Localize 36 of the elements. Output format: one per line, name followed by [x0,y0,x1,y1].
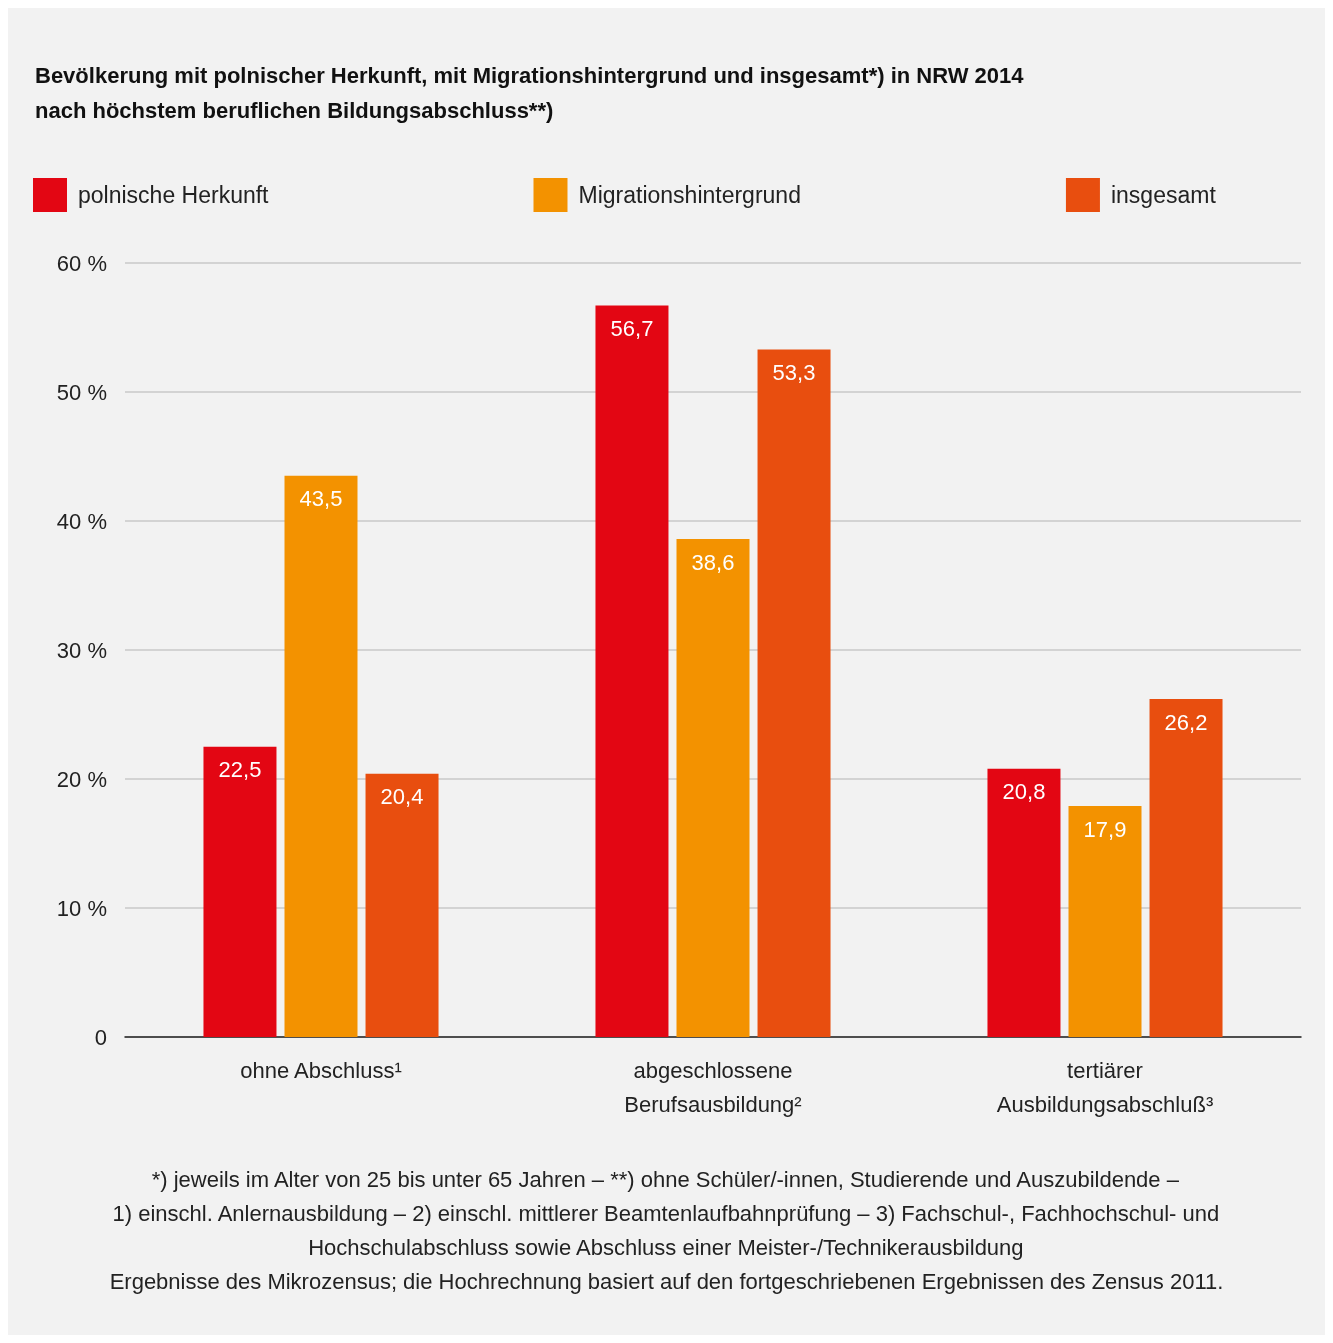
chart-title: Bevölkerung mit polnischer Herkunft, mit Migrationshintergrund und insgesamt*) in NRW 2014 nach höchstem beruflichen Bildungsabschluss**) [35,63,1025,123]
y-tick-label: 30 % [56,637,107,663]
y-tick-label: 50 % [56,379,107,405]
legend-label: polnische Herkunft [78,182,270,208]
legend-label: Migrationshintergrund [578,182,801,208]
text: *) jeweils im Alter von 25 bis unter 65 Jahren – **) ohne Schüler/-innen, Studierende und Auszubildende – [151,1166,1180,1192]
bar [676,539,750,1037]
data-label: 22,5 [218,757,262,783]
data-label: 38,6 [691,549,735,575]
data-label: 17,9 [1083,816,1127,842]
y-tick-label: 40 % [56,508,107,534]
data-label: 20,4 [380,784,424,810]
bar [1149,699,1223,1037]
x-tick-label: tertiärer Ausbildungsabschluß³ [996,1057,1214,1117]
data-label: 20,8 [1002,779,1046,805]
x-tick-label: ohne Abschluss¹ [240,1057,402,1083]
data-label: 43,5 [299,486,343,512]
data-label: 56,7 [610,316,654,342]
data-label: 53,3 [772,359,816,385]
text: Hochschulabschluss sowie Abschluss einer Meister-/Technikerausbildung [308,1234,1024,1260]
text: 1) einschl. Anlernausbildung – 2) einschl. mittlerer Beamtenlaufbahnprüfung – 3) Fachschul-, Fachhochschul- und [112,1200,1220,1226]
data-label: 26,2 [1164,709,1208,735]
y-tick-label: 0 [94,1024,107,1050]
bar [365,773,439,1037]
y-tick-label: 60 % [56,250,107,276]
y-tick-label: 10 % [56,895,107,921]
x-tick-label: abgeschlossene Berufsausbildung² [624,1057,802,1117]
bar [595,305,669,1037]
text: Ergebnisse des Mikrozensus; die Hochrechnung basiert auf den fortgeschriebenen Ergebnissen des Zensus 2011. [109,1268,1224,1294]
bar [987,768,1061,1037]
y-tick-label: 20 % [56,766,107,792]
legend-label: insgesamt [1110,182,1217,208]
bar [284,475,358,1037]
bar [203,746,277,1037]
bar [757,349,831,1037]
bar [1068,806,1142,1037]
